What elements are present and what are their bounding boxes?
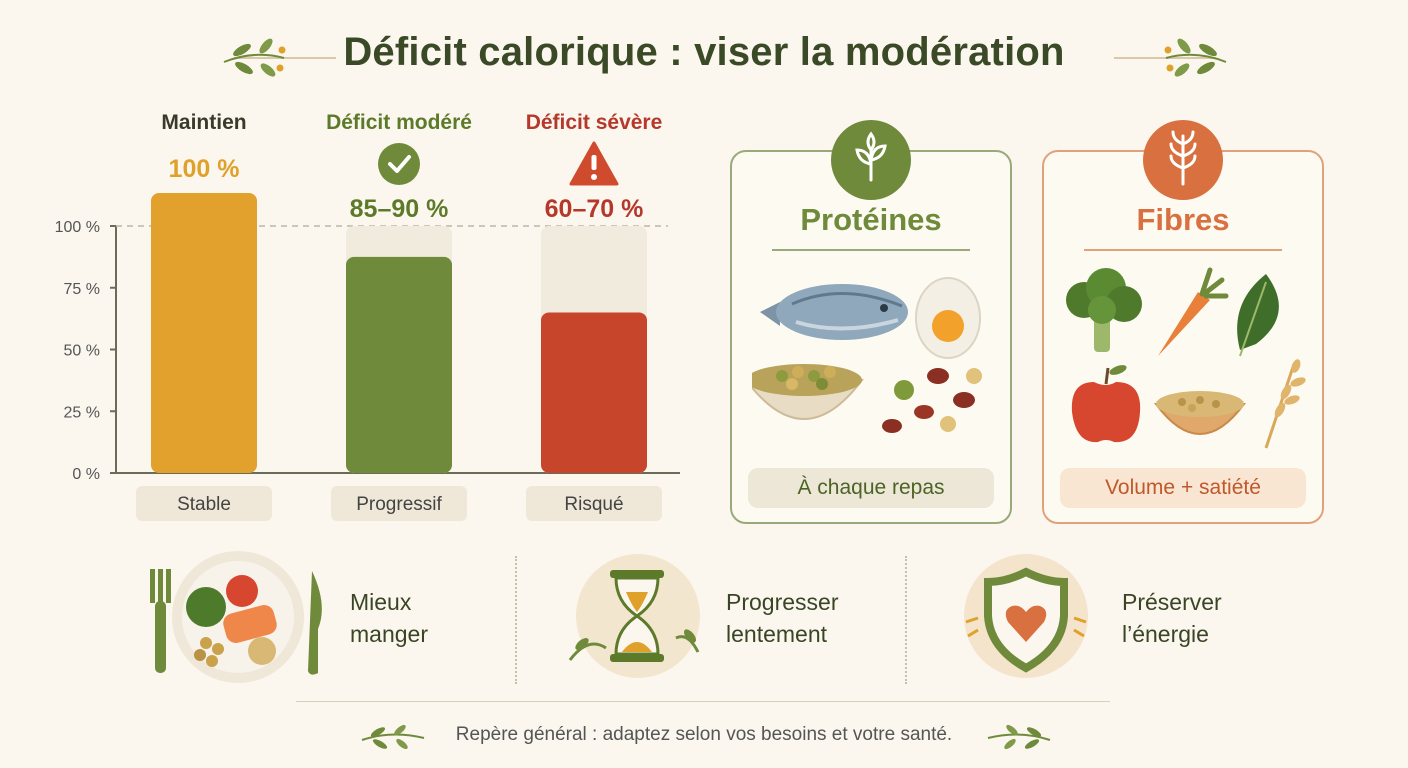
bar-caption: Progressif	[356, 494, 442, 515]
carrot-icon	[1158, 267, 1229, 356]
shield-heart-icon	[964, 554, 1088, 678]
caption-chip	[526, 486, 662, 521]
warning-triangle-icon	[569, 141, 619, 186]
bar-caption: Stable	[177, 494, 231, 515]
sprout-icon	[831, 120, 911, 200]
tip-progress-line2: lentement	[726, 621, 828, 647]
egg-icon	[915, 277, 981, 359]
apple-icon	[1071, 365, 1141, 443]
separator	[515, 556, 517, 684]
fish-icon	[760, 284, 908, 340]
bar	[151, 193, 257, 473]
fibres-tag: Volume + satiété	[1060, 468, 1306, 508]
y-tick-label: 75 %	[64, 281, 100, 298]
bar-caption: Risqué	[564, 494, 623, 515]
check-mark	[388, 155, 411, 173]
proteins-title: Protéines	[800, 202, 942, 237]
tip-eat-better-line2: manger	[350, 621, 428, 647]
proteins-divider	[772, 249, 970, 251]
check-circle-icon	[378, 143, 420, 185]
plate-icon	[150, 551, 322, 683]
tip-energy-line1: Préserver	[1122, 589, 1222, 615]
broccoli-icon	[1066, 268, 1142, 352]
category-label: Déficit sévère	[526, 111, 663, 134]
fibres-divider	[1084, 249, 1282, 251]
sprig-right-icon	[1114, 38, 1227, 77]
y-tick-label: 100 %	[55, 219, 100, 236]
proteins-tag: À chaque repas	[748, 468, 994, 508]
check-circle-shape	[378, 143, 420, 185]
category-label: Maintien	[161, 111, 246, 134]
footer-divider	[296, 701, 1110, 702]
oats-bowl-icon	[1154, 391, 1246, 435]
tip-preserve-energy: Préserver l’énergie	[1122, 586, 1222, 650]
tip-energy-line2: l’énergie	[1122, 621, 1209, 647]
warning-dot	[591, 174, 597, 180]
warning-bar	[591, 155, 597, 170]
caption-chip	[331, 486, 467, 521]
hourglass-icon	[568, 554, 700, 678]
fibres-title: Fibres	[1136, 202, 1230, 237]
category-label: Déficit modéré	[326, 111, 472, 134]
tip-eat-better-line1: Mieux	[350, 589, 412, 615]
footer-sprig-left-icon	[361, 724, 425, 750]
page-title: Déficit calorique : viser la modération	[343, 30, 1065, 74]
caption-chip	[136, 486, 272, 521]
y-tick-label: 0 %	[72, 466, 100, 483]
tip-progress-line1: Progresser	[726, 589, 839, 615]
value-label: 100 %	[169, 155, 240, 183]
tip-eat-better: Mieux manger	[350, 586, 428, 650]
y-tick-label: 25 %	[64, 404, 100, 421]
sprig-left-icon	[223, 38, 336, 77]
value-label: 60–70 %	[545, 195, 644, 223]
spinach-icon	[1237, 274, 1279, 357]
fibres-card: Fibres	[1042, 120, 1324, 524]
bar	[541, 312, 647, 473]
tip-progress-slowly: Progresser lentement	[726, 586, 838, 650]
bar	[346, 256, 452, 473]
wheat-ear-icon	[1264, 359, 1306, 449]
value-label: 85–90 %	[350, 195, 449, 223]
wheat-icon	[1143, 120, 1223, 200]
separator	[905, 556, 907, 684]
footnote: Repère général : adaptez selon vos besoi…	[455, 724, 953, 745]
beans-icon	[882, 368, 982, 433]
footer-sprig-right-icon	[987, 724, 1051, 750]
legumes-bowl-icon	[752, 364, 864, 420]
deficit-bar-chart: 0 % 25 % 50 % 75 % 100 % Maintien 100 % Stable…	[55, 111, 680, 521]
y-tick-label: 50 %	[64, 343, 100, 360]
proteins-card: Protéines À chaq	[730, 120, 1012, 524]
